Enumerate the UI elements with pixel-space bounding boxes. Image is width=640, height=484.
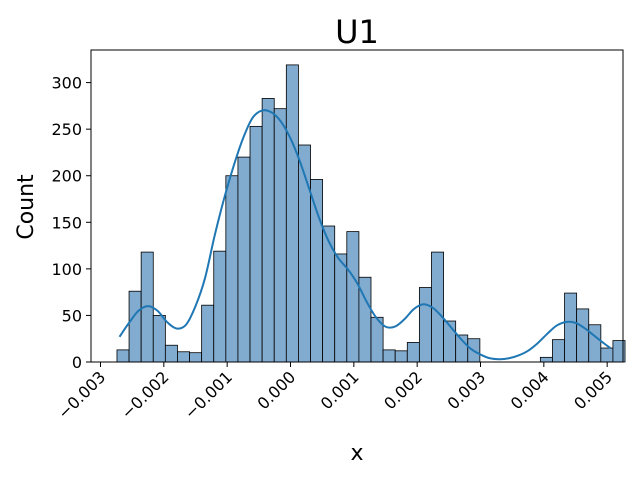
histogram-bar [237, 156, 251, 363]
histogram-bar [539, 356, 553, 363]
histogram-bar [588, 324, 602, 363]
y-tick-label: 0 [72, 353, 82, 372]
histogram-bar [128, 290, 142, 363]
histogram-bar [552, 339, 565, 363]
histogram-bar [249, 125, 263, 363]
histogram-bar [382, 349, 396, 363]
y-tick-label: 300 [51, 74, 82, 93]
y-axis-label: Count [14, 174, 39, 240]
histogram-bar [418, 287, 432, 363]
histogram-bar [346, 231, 360, 363]
histogram-bar [177, 351, 190, 363]
y-tick-label: 50 [62, 306, 82, 325]
histogram-bar [273, 108, 287, 363]
histogram-bar [334, 253, 348, 363]
histogram-bar [213, 250, 227, 363]
histogram-bar [261, 98, 275, 363]
x-axis-label: x [350, 441, 363, 466]
kde-line [118, 109, 611, 361]
histogram-bar [310, 179, 324, 363]
histogram-bar [394, 350, 408, 363]
y-tick-label: 100 [51, 260, 82, 279]
chart-title: U1 [335, 13, 379, 51]
histogram-bar [406, 342, 420, 363]
histogram-bar [576, 308, 590, 363]
histogram-bar [116, 349, 130, 363]
histogram-bar [164, 344, 178, 363]
y-tick-label: 200 [51, 167, 82, 186]
histogram-bar [201, 304, 215, 363]
histogram-bar [564, 292, 578, 363]
histogram-bar [189, 352, 203, 363]
kde-layer [118, 109, 611, 361]
histogram-bar [285, 64, 299, 363]
y-tick-label: 250 [51, 120, 82, 139]
histogram-bar [152, 315, 166, 363]
y-tick-label: 150 [51, 213, 82, 232]
histogram-bar [225, 175, 239, 363]
plot-frame [90, 49, 624, 363]
bars-layer [116, 64, 626, 363]
histogram-bar [322, 225, 336, 363]
histogram-bar [600, 347, 614, 363]
